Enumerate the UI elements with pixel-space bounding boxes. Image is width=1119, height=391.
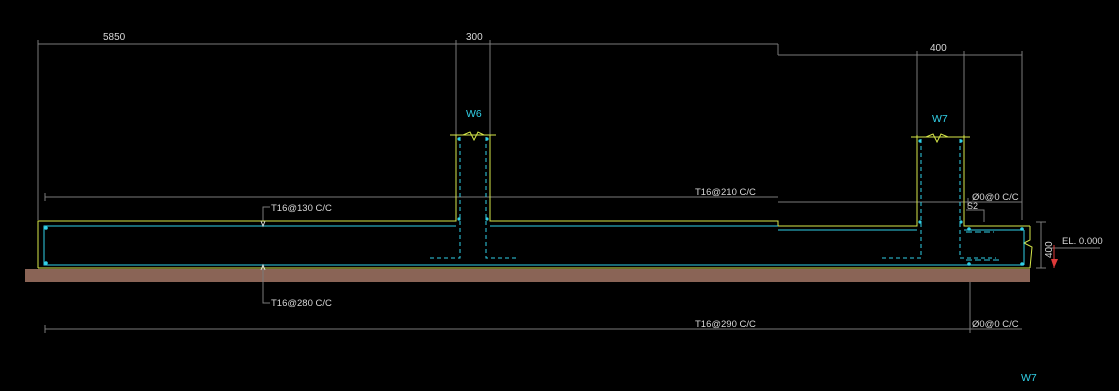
rebar-label-bottom-mid: T16@290 C/C [695, 319, 756, 330]
break-symbol-w6 [462, 131, 485, 142]
wall-label-w7: W7 [932, 113, 948, 125]
rebar-label-top-right: Ø0@0 C/C [972, 192, 1019, 203]
dim-span-left: 5850 [103, 32, 126, 43]
rebar-label-bottom-right: Ø0@0 C/C [972, 319, 1019, 330]
dim-wall-w6: 300 [466, 32, 483, 43]
dim-wall-w7: 400 [930, 43, 947, 54]
leader-arrow-top [260, 220, 266, 228]
break-symbol-w7 [925, 133, 949, 144]
ground-strip [25, 269, 1030, 282]
rebar-label-top-mid: T16@210 C/C [695, 187, 756, 198]
rebar-label-bottom-left: T16@280 C/C [271, 298, 332, 309]
section-mark-s2: S2 [967, 201, 978, 211]
rebar-label-top-left: T16@130 C/C [271, 203, 332, 214]
elevation-label: EL. 0.000 [1062, 236, 1103, 247]
starter-bars [430, 137, 996, 259]
rebar-lines [43, 225, 1025, 266]
leader-arrow-bottom [260, 263, 266, 271]
dimension-lines [37, 40, 1046, 333]
concrete-outline [37, 134, 1033, 269]
wall-label-w6: W6 [466, 108, 482, 120]
dim-slab-depth: 400 [1044, 241, 1055, 258]
wall-label-w7-corner: W7 [1021, 372, 1037, 384]
rebar-dots [44, 137, 1024, 266]
